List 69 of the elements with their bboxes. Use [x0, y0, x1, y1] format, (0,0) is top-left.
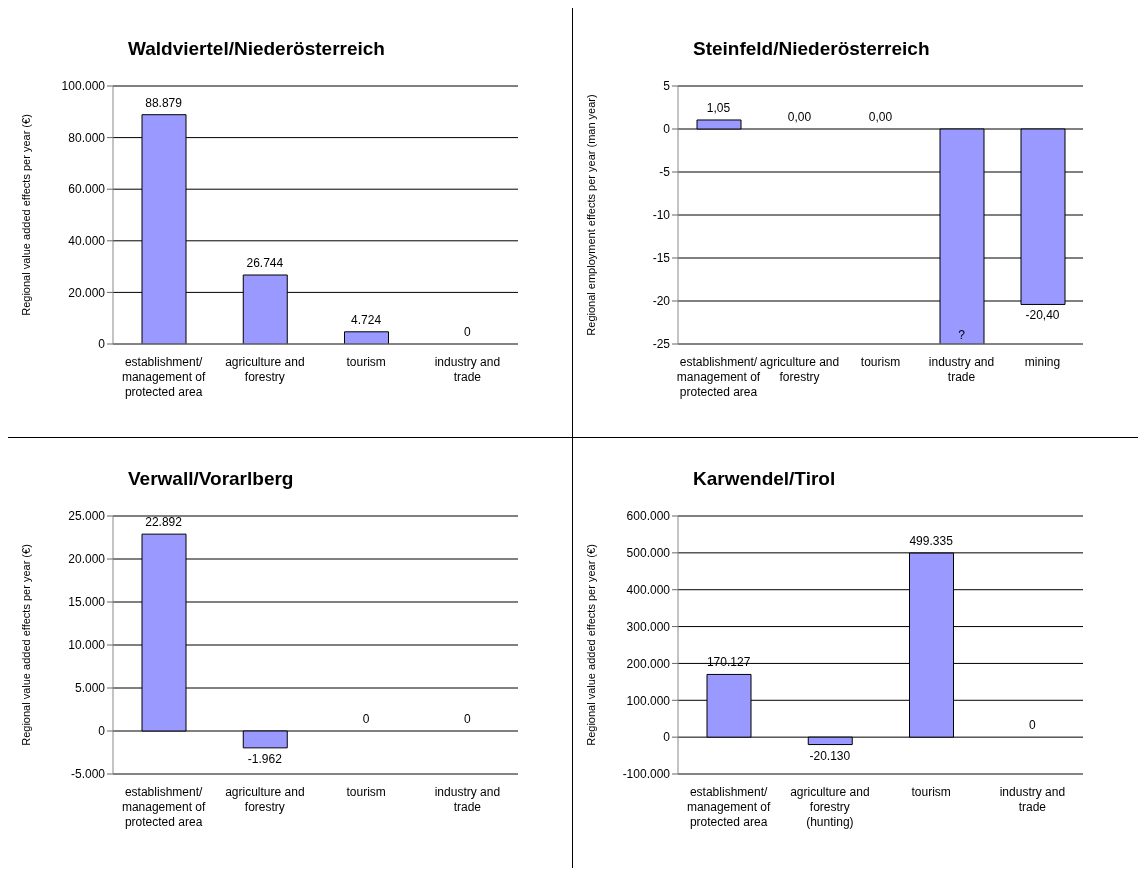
x-tick-label: tourism [911, 785, 951, 799]
y-tick-label: 40.000 [68, 234, 106, 249]
chart-title: Verwall/Vorarlberg [128, 468, 295, 490]
y-tick-label: -5.000 [70, 767, 106, 782]
data-label: 4.724 [351, 312, 382, 327]
y-tick-label: 500.000 [626, 546, 671, 561]
data-label: 0,00 [868, 110, 893, 124]
chart-title: Waldviertel/Niederösterreich [128, 38, 386, 60]
y-tick-label: 0 [98, 724, 106, 739]
y-tick-label: -5 [659, 165, 671, 180]
y-tick-label: 15.000 [68, 595, 106, 610]
x-tick-label: tourism [860, 355, 901, 369]
x-tick-label: industry and trade [928, 355, 995, 384]
x-tick-label: agriculture and forestry (hunting) [790, 785, 870, 829]
chart-title: Steinfeld/Niederösterreich [693, 38, 931, 60]
y-tick-label: 5 [663, 79, 671, 94]
y-tick-label: 100.000 [61, 79, 106, 94]
y-tick-label: -100.000 [622, 767, 671, 782]
chart-title: Karwendel/Tirol [693, 468, 837, 490]
x-tick-label: establishment/ management of protected area [686, 785, 771, 829]
y-tick-label: 0 [663, 730, 671, 745]
y-tick-label: 10.000 [68, 638, 106, 653]
y-tick-label: 0 [663, 122, 671, 137]
x-tick-label: tourism [346, 355, 386, 369]
y-tick-label: 80.000 [68, 130, 106, 145]
x-tick-label: agriculture and forestry [225, 785, 305, 814]
y-axis-title: Regional value added effects per year (€) [584, 544, 597, 746]
y-axis-title: Regional value added effects per year (€) [19, 544, 32, 746]
y-tick-label: 200.000 [626, 656, 671, 671]
data-label: 88.879 [145, 95, 183, 110]
y-tick-label: 20.000 [68, 285, 106, 300]
x-tick-label: industry and trade [999, 785, 1066, 814]
y-tick-label: -15 [652, 251, 671, 266]
data-label: 499.335 [909, 534, 954, 549]
y-tick-label: 20.000 [68, 552, 106, 567]
y-tick-label: 100.000 [626, 693, 671, 708]
data-label: ? [958, 328, 966, 342]
x-tick-label: industry and trade [434, 785, 501, 814]
x-tick-label: establishment/ management of protected area [121, 355, 206, 399]
data-label: 0,00 [787, 110, 812, 124]
y-tick-label: 5.000 [74, 681, 106, 696]
data-label: 0 [1029, 718, 1037, 733]
data-label: -20.130 [809, 748, 851, 763]
y-axis-title: Regional employment effects per year (man year) [584, 94, 597, 336]
x-tick-label: tourism [346, 785, 386, 799]
y-tick-label: -25 [652, 337, 671, 352]
y-axis-title: Regional value added effects per year (€) [19, 114, 32, 316]
y-tick-label: 600.000 [626, 509, 671, 524]
x-tick-label: agriculture and forestry [759, 355, 840, 384]
data-label: -1.962 [247, 751, 283, 766]
x-tick-label: mining [1024, 355, 1061, 369]
x-tick-label: establishment/ management of protected area [676, 355, 761, 399]
y-tick-label: 25.000 [68, 509, 106, 524]
data-label: 22.892 [145, 515, 183, 530]
data-label: 0 [464, 712, 472, 726]
x-tick-label: industry and trade [434, 355, 501, 384]
data-label: 0 [362, 712, 370, 726]
y-tick-label: 300.000 [626, 619, 671, 634]
x-tick-label: establishment/ management of protected area [121, 785, 206, 829]
y-tick-label: 400.000 [626, 582, 671, 597]
data-label: -20,40 [1025, 308, 1060, 323]
y-tick-label: 0 [98, 337, 106, 352]
y-tick-label: 60.000 [68, 182, 106, 197]
x-tick-label: agriculture and forestry [225, 355, 305, 384]
y-tick-label: -10 [652, 208, 671, 223]
data-label: 0 [464, 325, 472, 339]
y-tick-label: -20 [652, 294, 671, 309]
data-label: 1,05 [706, 100, 731, 115]
data-label: 26.744 [246, 256, 284, 270]
